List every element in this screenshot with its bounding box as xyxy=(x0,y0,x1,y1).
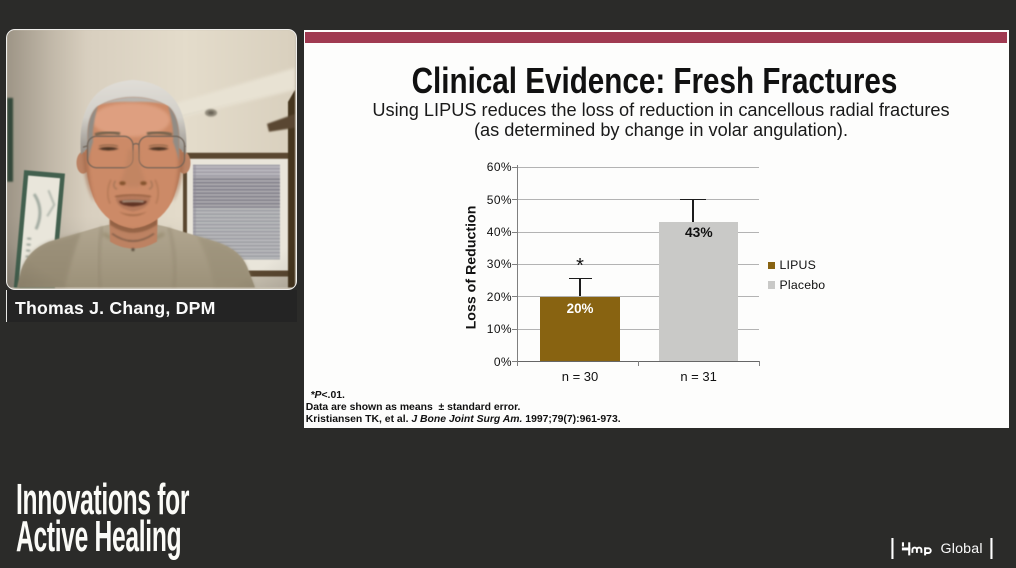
svg-text:Global: Global xyxy=(941,541,983,557)
